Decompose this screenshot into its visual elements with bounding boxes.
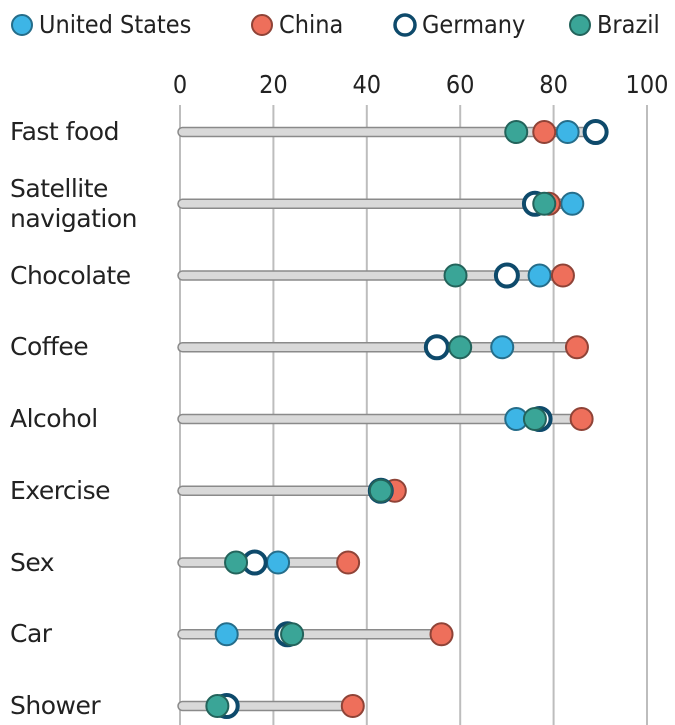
- dot: [490, 335, 515, 360]
- dot: [532, 120, 557, 144]
- dot: [224, 550, 249, 575]
- legend-marker: [393, 13, 417, 37]
- dot: [493, 262, 520, 289]
- dot: [504, 120, 529, 144]
- category-label: Sex: [10, 547, 55, 577]
- legend-label: United States: [39, 10, 191, 39]
- dot: [527, 263, 552, 288]
- dot: [423, 334, 450, 361]
- dot: [560, 191, 585, 216]
- legend-marker: [251, 14, 273, 36]
- category-label: Fast food: [10, 117, 119, 146]
- dot: [569, 407, 594, 431]
- dot: [448, 335, 473, 360]
- category-label: Exercise: [10, 475, 111, 505]
- x-tick-label: 40: [352, 70, 381, 99]
- dot: [336, 550, 361, 575]
- dot: [550, 263, 575, 288]
- dot: [555, 120, 580, 144]
- category-label: Alcohol: [10, 404, 98, 433]
- category-label: Satellite navigation: [10, 173, 137, 233]
- dot: [368, 478, 393, 503]
- range-bar: [177, 198, 574, 209]
- x-tick-label: 20: [259, 70, 288, 99]
- x-tick-label: 100: [626, 70, 669, 99]
- range-bar: [177, 342, 578, 353]
- dot: [340, 694, 365, 718]
- dot: [280, 622, 305, 647]
- dot: [564, 335, 589, 360]
- dot: [522, 407, 547, 431]
- category-label: Chocolate: [10, 260, 131, 290]
- dot: [429, 622, 454, 647]
- x-tick-label: 80: [539, 70, 568, 99]
- dot: [266, 550, 291, 575]
- dot: [443, 263, 468, 288]
- x-tick-label: 60: [446, 70, 475, 99]
- range-bar: [177, 700, 354, 712]
- legend-label: China: [279, 10, 343, 39]
- dot: [532, 191, 557, 216]
- dot: [582, 119, 609, 145]
- legend-marker: [11, 14, 33, 36]
- legend-label: Brazil: [597, 10, 660, 39]
- legend-label: Germany: [422, 10, 525, 39]
- dot: [214, 622, 239, 647]
- dot: [205, 694, 230, 718]
- legend-marker: [569, 14, 591, 36]
- category-label: Shower: [10, 691, 101, 720]
- x-tick-label: 0: [173, 70, 187, 99]
- category-label: Car: [10, 619, 52, 649]
- category-label: Coffee: [10, 332, 89, 362]
- range-bar: [177, 485, 396, 496]
